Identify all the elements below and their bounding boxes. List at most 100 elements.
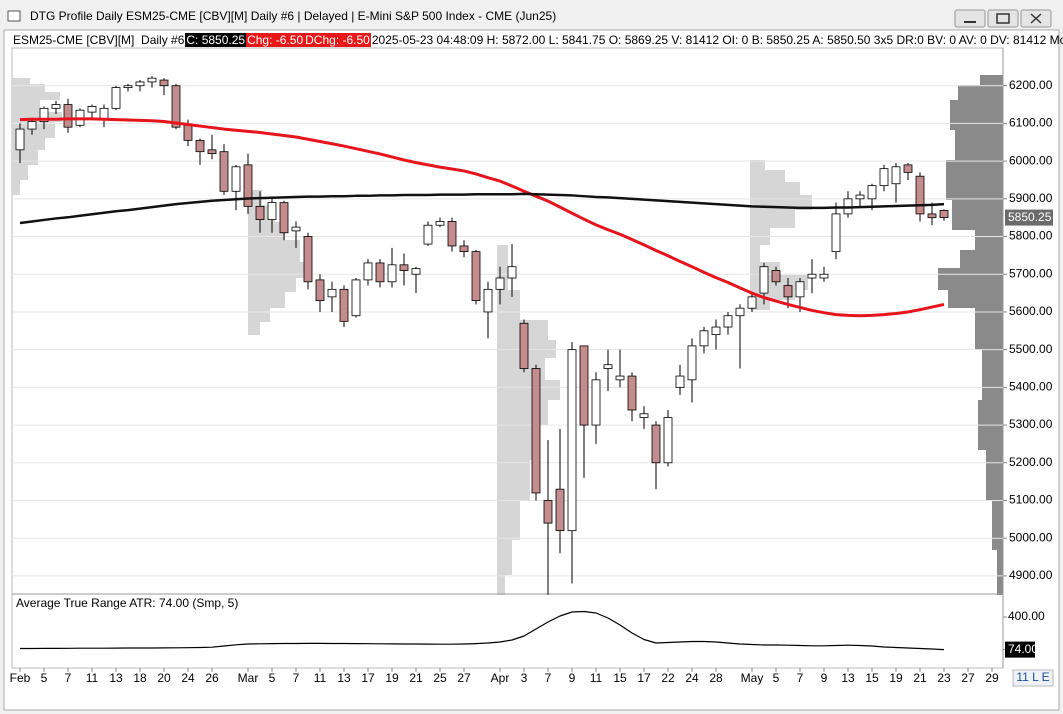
x-tick-label: 28 bbox=[709, 671, 723, 685]
volume-profile bbox=[248, 190, 310, 335]
y-tick-label: 5800.00 bbox=[1009, 229, 1053, 243]
y-tick-label: 6200.00 bbox=[1009, 78, 1053, 92]
candle-body bbox=[231, 166, 241, 192]
candle-body bbox=[447, 221, 457, 247]
candle-body bbox=[687, 345, 697, 381]
candle-body bbox=[891, 166, 901, 185]
line bbox=[19, 117, 945, 318]
x-tick-label: 23 bbox=[937, 671, 951, 685]
x-tick-label: 11 bbox=[590, 671, 603, 685]
candle-body bbox=[339, 288, 349, 322]
candle-body bbox=[63, 104, 73, 128]
candle-body bbox=[771, 270, 781, 283]
app-icon bbox=[7, 10, 21, 22]
value-box bbox=[1005, 641, 1035, 658]
corner-label[interactable]: 11 L E bbox=[1016, 670, 1049, 684]
volume-profile bbox=[938, 75, 1003, 595]
x-tick-label: 13 bbox=[337, 671, 351, 685]
x-tick-label: 5 bbox=[773, 671, 780, 685]
y-tick-label: 5200.00 bbox=[1009, 455, 1053, 469]
x-tick-label: 22 bbox=[661, 671, 675, 685]
candle-body bbox=[855, 194, 865, 200]
candle-body bbox=[939, 210, 949, 218]
y-tick-label: 5900.00 bbox=[1009, 191, 1053, 205]
x-tick-label: 7 bbox=[293, 671, 300, 685]
candle-body bbox=[915, 175, 925, 215]
close-box: C: 5850.25 bbox=[185, 33, 247, 47]
candle-body bbox=[267, 202, 277, 220]
candle-body bbox=[819, 273, 829, 279]
x-tick-label: 5 bbox=[41, 671, 48, 685]
candle-body bbox=[831, 213, 841, 253]
candle-body bbox=[495, 277, 505, 290]
candle-body bbox=[627, 375, 637, 411]
candle-body bbox=[123, 85, 133, 88]
x-tick-label: 9 bbox=[569, 671, 576, 685]
y-tick-label: 5500.00 bbox=[1009, 342, 1053, 356]
x-tick-label: Apr bbox=[491, 671, 510, 685]
candle-body bbox=[603, 364, 613, 369]
candle-body bbox=[567, 349, 577, 532]
candle-body bbox=[363, 262, 373, 281]
candle-body bbox=[879, 168, 889, 187]
candle-body bbox=[927, 213, 937, 219]
candle-body bbox=[195, 139, 205, 153]
candle-body bbox=[279, 202, 289, 234]
minimize-button[interactable] bbox=[954, 9, 986, 28]
candle-body bbox=[399, 264, 409, 271]
candle-body bbox=[519, 322, 529, 369]
window-title: DTG Profile Daily ESM25-CME [CBV][M] Dai… bbox=[30, 9, 556, 23]
candle-body bbox=[795, 281, 805, 298]
candle-body bbox=[147, 77, 157, 83]
x-tick-label: 11 bbox=[86, 671, 99, 685]
last-price-label: 5850.25 bbox=[1008, 210, 1052, 224]
y-tick-label: 6000.00 bbox=[1009, 153, 1053, 167]
candle-body bbox=[291, 226, 301, 232]
x-tick-label: 13 bbox=[841, 671, 855, 685]
x-tick-label: 17 bbox=[361, 671, 375, 685]
candle-body bbox=[555, 488, 565, 532]
candle-body bbox=[39, 107, 49, 122]
window-buttons[interactable] bbox=[954, 9, 1052, 28]
x-tick-label: May bbox=[741, 671, 764, 685]
x-tick-label: 17 bbox=[637, 671, 651, 685]
x-tick-label: Feb bbox=[10, 671, 31, 685]
candle-body bbox=[27, 121, 37, 130]
candle-body bbox=[663, 417, 673, 464]
x-tick-label: 24 bbox=[685, 671, 699, 685]
candle-body bbox=[135, 81, 145, 87]
maximize-icon bbox=[996, 13, 1010, 24]
corner-box[interactable] bbox=[1012, 669, 1054, 687]
candle-body bbox=[735, 307, 745, 317]
candle-body bbox=[87, 106, 97, 113]
line bbox=[19, 192, 945, 225]
x-tick-label: 19 bbox=[385, 671, 399, 685]
y-tick-label: 74.00 bbox=[1008, 642, 1038, 656]
maximize-button[interactable] bbox=[987, 9, 1019, 28]
y-tick-label: 5000.00 bbox=[1009, 530, 1053, 544]
candle-body bbox=[867, 185, 877, 200]
candle-body bbox=[651, 424, 661, 464]
y-tick-label: 400.00 bbox=[1008, 609, 1045, 623]
y-tick-label: 5600.00 bbox=[1009, 304, 1053, 318]
close-icon bbox=[1030, 13, 1042, 24]
candle-body bbox=[219, 151, 229, 192]
title-bar bbox=[0, 0, 1063, 30]
x-tick-label: 27 bbox=[961, 671, 975, 685]
x-tick-label: Mar bbox=[238, 671, 259, 685]
x-tick-label: 7 bbox=[65, 671, 72, 685]
candle-body bbox=[435, 221, 445, 226]
candle-body bbox=[903, 164, 913, 173]
x-tick-label: 3 bbox=[521, 671, 528, 685]
x-tick-label: 29 bbox=[985, 671, 999, 685]
candle-body bbox=[255, 205, 265, 220]
line bbox=[20, 610, 945, 651]
x-tick-label: 5 bbox=[269, 671, 276, 685]
candle-body bbox=[315, 279, 325, 302]
x-tick-label: 21 bbox=[409, 671, 423, 685]
candle-body bbox=[111, 87, 121, 109]
x-tick-label: 18 bbox=[133, 671, 147, 685]
x-tick-label: 15 bbox=[613, 671, 627, 685]
